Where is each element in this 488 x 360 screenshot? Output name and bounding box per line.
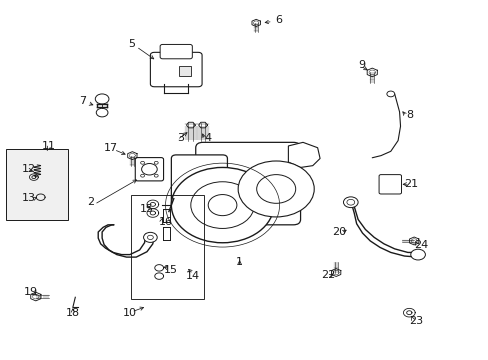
Text: 2: 2	[87, 197, 94, 207]
FancyBboxPatch shape	[378, 175, 401, 194]
Text: 6: 6	[275, 15, 282, 26]
Circle shape	[343, 197, 357, 208]
Text: 4: 4	[204, 133, 211, 143]
Text: 5: 5	[128, 40, 135, 49]
Text: 15: 15	[163, 265, 177, 275]
Text: 20: 20	[332, 227, 346, 237]
Text: 23: 23	[408, 316, 422, 325]
Text: 10: 10	[122, 309, 137, 318]
Text: 14: 14	[186, 271, 200, 281]
Circle shape	[256, 175, 295, 203]
FancyBboxPatch shape	[135, 158, 163, 181]
Text: 13: 13	[22, 193, 36, 203]
Circle shape	[154, 174, 158, 177]
Bar	[178, 66, 190, 76]
Circle shape	[190, 182, 254, 229]
Circle shape	[154, 161, 158, 164]
Bar	[131, 195, 203, 299]
FancyBboxPatch shape	[195, 142, 300, 225]
Polygon shape	[288, 142, 320, 167]
Bar	[5, 149, 68, 220]
Circle shape	[141, 161, 144, 164]
Circle shape	[171, 167, 273, 243]
Text: 17: 17	[103, 143, 117, 153]
Text: 15: 15	[140, 204, 154, 215]
Circle shape	[96, 108, 108, 117]
FancyBboxPatch shape	[160, 44, 192, 59]
Text: 12: 12	[22, 163, 36, 174]
Circle shape	[346, 199, 354, 205]
Circle shape	[142, 163, 157, 175]
Text: 11: 11	[41, 141, 55, 151]
Text: 18: 18	[66, 309, 80, 318]
Circle shape	[147, 235, 153, 239]
Text: 1: 1	[236, 257, 243, 267]
Text: 21: 21	[404, 179, 417, 189]
Text: 22: 22	[321, 270, 335, 280]
Circle shape	[410, 249, 425, 260]
Circle shape	[143, 232, 157, 242]
Text: 19: 19	[24, 287, 38, 297]
Text: 3: 3	[177, 133, 184, 143]
Text: 16: 16	[158, 217, 172, 227]
Circle shape	[141, 174, 144, 177]
Circle shape	[208, 194, 236, 216]
Circle shape	[238, 161, 314, 217]
Text: 9: 9	[357, 60, 365, 70]
Circle shape	[95, 94, 109, 104]
Text: 7: 7	[79, 96, 86, 106]
Circle shape	[386, 91, 394, 97]
Text: 8: 8	[406, 111, 413, 121]
FancyBboxPatch shape	[171, 155, 227, 209]
FancyBboxPatch shape	[150, 52, 202, 87]
Text: 24: 24	[413, 240, 427, 250]
